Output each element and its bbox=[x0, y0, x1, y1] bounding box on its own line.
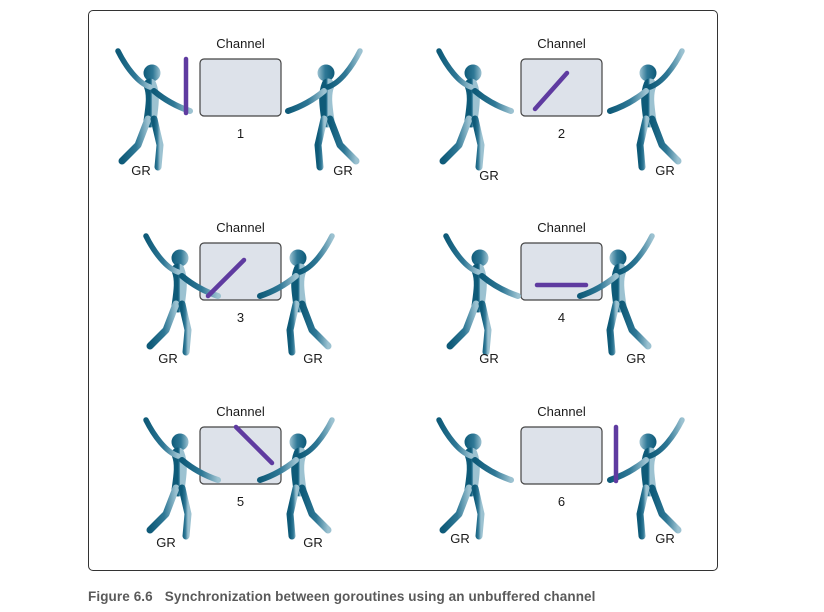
figure-caption: Figure 6.6 Synchronization between gorout… bbox=[88, 589, 596, 604]
caption-text: Synchronization between goroutines using… bbox=[164, 589, 596, 604]
panel-1: Channel 1 GR GR bbox=[118, 36, 360, 178]
right-goroutine-icon bbox=[610, 420, 682, 536]
channel-label: Channel bbox=[537, 220, 586, 235]
channel-box bbox=[520, 426, 603, 485]
data-bar bbox=[233, 424, 275, 466]
panel-3: Channel 3 GR GR bbox=[146, 220, 332, 366]
left-gr-label: GR bbox=[450, 531, 470, 546]
step-number: 2 bbox=[558, 126, 565, 141]
channel-label: Channel bbox=[216, 404, 265, 419]
left-goroutine-icon bbox=[446, 236, 518, 352]
right-gr-label: GR bbox=[655, 531, 675, 546]
step-number: 5 bbox=[237, 494, 244, 509]
channel-box bbox=[199, 426, 282, 485]
channel-label: Channel bbox=[537, 404, 586, 419]
left-gr-label: GR bbox=[158, 351, 178, 366]
left-gr-label: GR bbox=[479, 351, 499, 366]
step-number: 4 bbox=[558, 310, 565, 325]
right-gr-label: GR bbox=[626, 351, 646, 366]
left-goroutine-icon bbox=[439, 51, 511, 167]
left-gr-label: GR bbox=[131, 163, 151, 178]
panel-5: Channel 5 GR GR bbox=[146, 404, 332, 550]
data-bar bbox=[532, 70, 570, 112]
step-number: 6 bbox=[558, 494, 565, 509]
channel-label: Channel bbox=[537, 36, 586, 51]
figure-number: Figure 6.6 bbox=[88, 589, 153, 604]
right-goroutine-icon bbox=[610, 51, 682, 167]
left-gr-label: GR bbox=[156, 535, 176, 550]
right-gr-label: GR bbox=[655, 163, 675, 178]
right-gr-label: GR bbox=[303, 535, 323, 550]
channel-label: Channel bbox=[216, 36, 265, 51]
channel-box bbox=[199, 58, 282, 117]
channel-label: Channel bbox=[216, 220, 265, 235]
step-number: 3 bbox=[237, 310, 244, 325]
data-bar bbox=[205, 257, 247, 299]
panel-4: Channel 4 GR GR bbox=[446, 220, 652, 366]
left-goroutine-icon bbox=[439, 420, 511, 536]
panel-6: Channel 6 GR GR bbox=[439, 404, 682, 546]
right-gr-label: GR bbox=[303, 351, 323, 366]
step-number: 1 bbox=[237, 126, 244, 141]
left-goroutine-icon bbox=[118, 51, 190, 167]
panel-2: Channel 2 GR GR bbox=[439, 36, 682, 183]
left-gr-label: GR bbox=[479, 168, 499, 183]
right-gr-label: GR bbox=[333, 163, 353, 178]
right-goroutine-icon bbox=[288, 51, 360, 167]
channel-box bbox=[520, 58, 603, 117]
